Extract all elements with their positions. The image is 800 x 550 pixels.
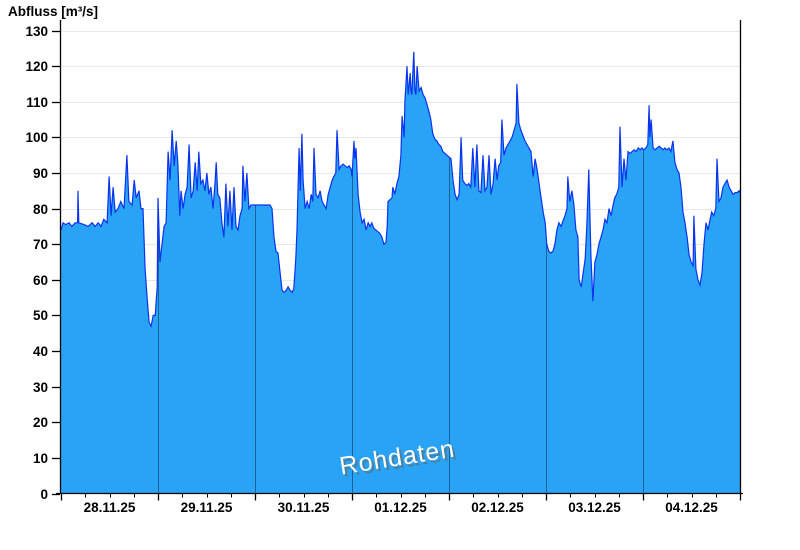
x-tick-label: 04.12.25: [665, 500, 718, 515]
y-tick-label: 100: [25, 130, 48, 145]
y-tick-label: 10: [33, 451, 48, 466]
x-tick-label: 02.12.25: [471, 500, 524, 515]
y-tick-label: 30: [33, 380, 48, 395]
x-tick-label: 01.12.25: [374, 500, 427, 515]
x-tick-label: 29.11.25: [181, 500, 233, 515]
y-tick-label: 120: [25, 59, 48, 74]
y-tick-label: 70: [33, 237, 48, 252]
y-tick-label: 20: [33, 415, 48, 430]
y-tick-label: 50: [33, 308, 48, 323]
series-area: [61, 51, 740, 494]
y-tick-label: 130: [25, 24, 48, 39]
x-tick-label: 03.12.25: [568, 500, 621, 515]
x-tick-label: 30.11.25: [278, 500, 330, 515]
y-tick-label: 40: [33, 344, 48, 359]
chart-title: Abfluss [m³/s]: [8, 4, 99, 19]
y-tick-label: 0: [40, 487, 48, 502]
y-tick-label: 80: [33, 202, 48, 217]
x-tick-label: 28.11.25: [84, 500, 136, 515]
y-tick-label: 110: [26, 95, 48, 110]
y-tick-label: 90: [33, 166, 48, 181]
y-tick-label: 60: [33, 273, 48, 288]
series-line: [60, 51, 741, 328]
